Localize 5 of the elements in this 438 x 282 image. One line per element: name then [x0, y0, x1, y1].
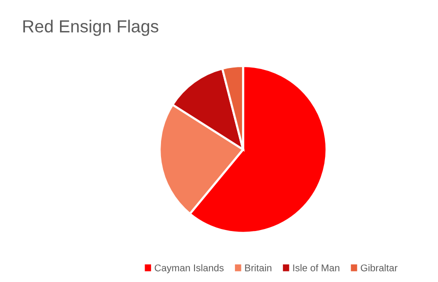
- legend-label: Britain: [245, 264, 272, 272]
- legend-label: Isle of Man: [293, 264, 340, 272]
- legend-label: Cayman Islands: [154, 264, 224, 274]
- chart-title: Red Ensign Flags: [23, 20, 158, 36]
- legend-label: Gibraltar: [360, 264, 398, 272]
